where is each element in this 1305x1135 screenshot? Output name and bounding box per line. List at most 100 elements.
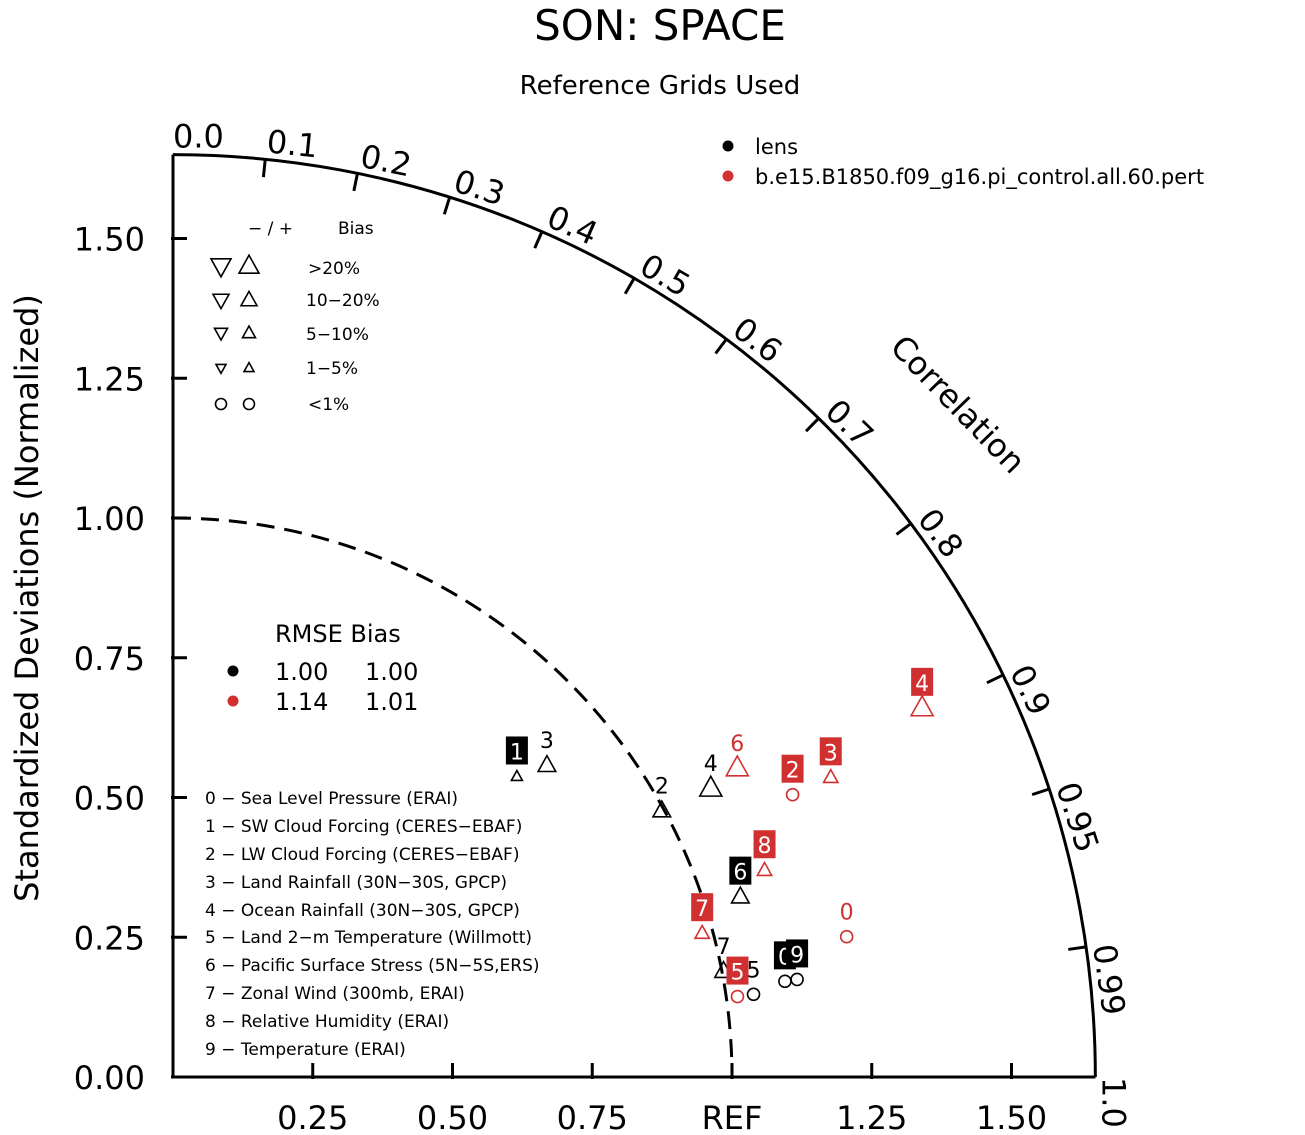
y-tick-label: 0.50 xyxy=(74,780,145,818)
bias-row-label: 10−20% xyxy=(306,291,380,311)
data-point-marker xyxy=(698,774,724,797)
bias-legend-up-triangle-icon xyxy=(241,324,257,339)
chart-subtitle: Reference Grids Used xyxy=(520,71,801,101)
bias-row-label: <1% xyxy=(308,395,349,415)
correlation-tick-label: 0.9 xyxy=(1002,659,1058,721)
data-point-label-box xyxy=(781,754,804,783)
x-tick-label: 0.75 xyxy=(557,1099,628,1135)
data-point-label: 7 xyxy=(717,935,731,960)
y-axis-label: Standardized Deviations (Normalized) xyxy=(8,294,46,902)
variable-key: 0 − Sea Level Pressure (ERAI) 1 − SW Clo… xyxy=(205,789,540,1060)
data-point-label-box xyxy=(911,667,934,696)
bias-legend: − / + Bias >20% 10−20% 5−10% 1−5% <1% xyxy=(209,219,380,415)
data-point-label: 9 xyxy=(790,943,804,968)
data-point-label: 6 xyxy=(730,732,744,757)
variable-key-item: 8 − Relative Humidity (ERAI) xyxy=(205,1012,449,1032)
correlation-tick-label: 0.1 xyxy=(265,122,319,165)
legend-label-lens: lens xyxy=(755,135,798,159)
correlation-tick-label: 0.4 xyxy=(542,198,604,253)
bias-legend-down-triangle-icon xyxy=(213,327,229,342)
correlation-tick-label: 0.2 xyxy=(357,137,414,184)
data-point-label: 2 xyxy=(655,774,669,799)
bias-legend-down-triangle-icon xyxy=(209,258,233,279)
legend-label-pert: b.e15.B1850.f09_g16.pi_control.all.60.pe… xyxy=(755,165,1204,190)
axes-group xyxy=(171,153,1097,1079)
bias-legend-down-triangle-icon xyxy=(211,293,231,311)
correlation-tick-label: 0.6 xyxy=(726,310,790,371)
bias-legend-sign-header: − / + xyxy=(248,219,293,239)
data-point-label: 2 xyxy=(786,759,800,784)
data-point-marker xyxy=(651,799,672,818)
bias-legend-up-triangle-icon xyxy=(242,360,256,373)
data-point-marker xyxy=(909,694,935,717)
correlation-tick xyxy=(986,673,1004,685)
data-point-marker xyxy=(790,972,804,987)
correlation-tick xyxy=(1068,945,1087,951)
data-point-label: 1 xyxy=(510,740,524,765)
summary-legend: RMSE Bias 1.00 1.00 1.14 1.01 xyxy=(227,620,418,716)
variable-key-item: 5 − Land 2−m Temperature (Willmott) xyxy=(205,928,532,948)
data-point-marker xyxy=(839,929,854,944)
x-tick-label: REF xyxy=(702,1099,763,1135)
variable-key-item: 6 − Pacific Surface Stress (5N−5S,ERS) xyxy=(205,956,540,976)
bias-legend-up-triangle-icon xyxy=(237,253,261,274)
summary-bias-lens: 1.00 xyxy=(365,658,418,686)
summary-rmse-lens: 1.00 xyxy=(275,658,328,686)
data-point-label: 3 xyxy=(540,729,554,754)
legend-marker-lens xyxy=(722,140,734,152)
data-point-label-box xyxy=(729,856,752,885)
bias-legend-down-triangle-icon xyxy=(214,363,228,376)
summary-bias-pert: 1.01 xyxy=(365,688,418,716)
data-point-label: 5 xyxy=(730,961,744,986)
data-point-label: 3 xyxy=(824,741,838,766)
data-point-marker xyxy=(724,754,750,777)
bias-row-label: 5−10% xyxy=(306,325,369,345)
x-tick-label: 1.50 xyxy=(976,1099,1047,1135)
bias-row-label: 1−5% xyxy=(306,359,358,379)
summary-marker-pert xyxy=(227,695,239,707)
y-tick-label: 0.75 xyxy=(74,640,145,678)
variable-key-item: 1 − SW Cloud Forcing (CERES−EBAF) xyxy=(205,817,522,837)
data-point-marker xyxy=(756,860,774,877)
correlation-tick xyxy=(261,159,267,178)
data-point-marker xyxy=(785,787,800,802)
correlation-tick xyxy=(352,172,359,192)
correlation-tick xyxy=(804,417,820,433)
bias-legend-header: Bias xyxy=(338,219,374,239)
correlation-tick-label: 0.7 xyxy=(818,392,881,455)
data-point-label-box xyxy=(819,737,842,766)
summary-header: RMSE Bias xyxy=(275,620,401,648)
correlation-tick-label: 1.0 xyxy=(1094,1077,1132,1128)
correlation-label: Correlation xyxy=(883,328,1033,481)
bias-legend-circle-icon xyxy=(242,397,256,411)
tick-group: 0.000.250.500.751.001.251.500.25 0.50 0.75… xyxy=(74,118,1133,1135)
variable-key-item: 4 − Ocean Rainfall (30N−30S, GPCP) xyxy=(205,901,520,921)
variable-key-item: 3 − Land Rainfall (30N−30S, GPCP) xyxy=(205,873,507,893)
correlation-tick-label: 0.5 xyxy=(634,246,697,304)
correlation-tick xyxy=(533,231,544,249)
data-point-label: 7 xyxy=(695,897,709,922)
y-tick-label: 1.50 xyxy=(74,221,145,259)
correlation-tick xyxy=(714,338,728,355)
variable-key-item: 2 − LW Cloud Forcing (CERES−EBAF) xyxy=(205,845,519,865)
data-point-marker xyxy=(693,923,711,940)
data-point-label: 4 xyxy=(704,752,718,777)
data-point-label: 8 xyxy=(758,834,772,859)
correlation-tick xyxy=(1031,787,1050,797)
bias-row-label: >20% xyxy=(308,259,360,279)
correlation-tick-label: 0.8 xyxy=(910,501,971,565)
x-tick-label: 1.25 xyxy=(836,1099,907,1135)
outer-arc xyxy=(172,153,1097,1078)
data-point-marker xyxy=(778,974,792,989)
data-point-marker xyxy=(822,767,840,784)
data-point-label: 5 xyxy=(747,958,761,983)
correlation-tick xyxy=(623,277,636,295)
y-tick-label: 1.25 xyxy=(74,360,145,398)
summary-rmse-pert: 1.14 xyxy=(275,688,328,716)
reference-arc xyxy=(172,516,734,1078)
variable-key-item: 9 − Temperature (ERAI) xyxy=(205,1040,406,1060)
bias-legend-up-triangle-icon xyxy=(239,289,259,307)
data-point-marker xyxy=(730,989,745,1004)
